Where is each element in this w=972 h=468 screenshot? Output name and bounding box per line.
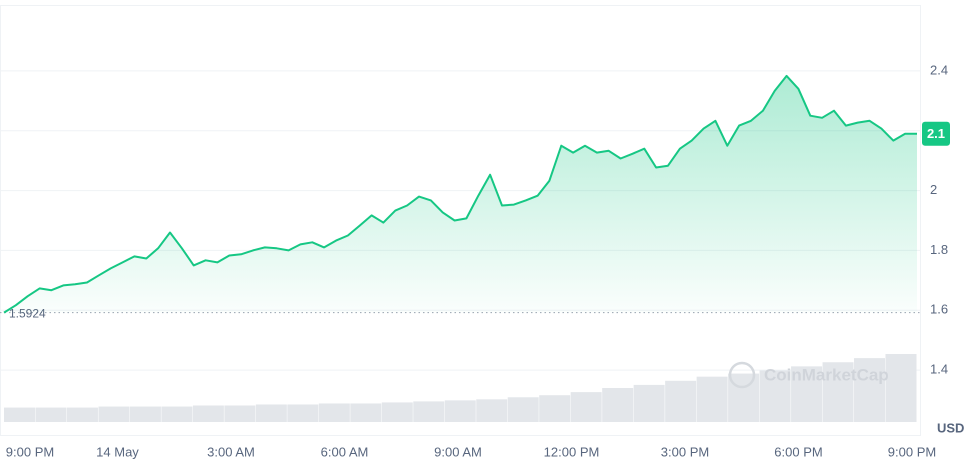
volume-bar: [602, 388, 634, 422]
y-tick-label: 1.4: [930, 362, 948, 377]
volume-bar: [444, 400, 476, 422]
price-line: [3, 74, 917, 314]
volume-bar: [759, 370, 791, 422]
volume-bar: [287, 404, 319, 422]
x-tick-label: 9:00 AM: [434, 444, 482, 459]
watermark-logo: [728, 361, 756, 389]
y-tick-label: 1.8: [930, 242, 948, 257]
volume-bar: [696, 376, 728, 422]
volume-bar: [66, 407, 98, 422]
x-tick-label: 6:00 PM: [774, 444, 822, 459]
volume-bar: [4, 407, 35, 422]
volume-bar: [381, 402, 413, 422]
volume-bar: [161, 406, 193, 422]
currency-label: USD: [937, 420, 964, 435]
volume-bar: [129, 406, 161, 422]
volume-bar: [255, 404, 287, 422]
volume-bar: [192, 405, 224, 422]
volume-bar: [539, 395, 571, 422]
volume-bar: [791, 366, 823, 422]
current-price-label: 2.1: [927, 126, 945, 141]
volume-bar: [822, 362, 854, 422]
x-tick-label: 6:00 AM: [321, 444, 369, 459]
plot-frame: [0, 5, 921, 436]
y-tick-label: 2.4: [930, 62, 948, 77]
y-tick-label: 2: [930, 182, 937, 197]
volume-bar: [413, 401, 445, 422]
watermark: CoinMarketCap: [764, 365, 889, 384]
current-price-badge: [922, 121, 950, 146]
volume-bar: [854, 358, 886, 422]
volume-bar: [350, 403, 382, 422]
volume-bar: [633, 384, 665, 422]
x-tick-label: 12:00 PM: [544, 444, 600, 459]
y-tick-label: 1.6: [930, 302, 948, 317]
volume-bar: [570, 392, 602, 422]
volume-bar: [318, 403, 350, 422]
volume-bar: [35, 407, 67, 422]
x-tick-label: 3:00 AM: [207, 444, 255, 459]
volume-bar: [885, 354, 917, 422]
x-tick-label: 9:00 PM: [6, 444, 54, 459]
x-tick-label: 9:00 PM: [888, 444, 936, 459]
volume-bar: [507, 397, 539, 422]
volume-bar: [476, 399, 508, 422]
x-tick-label: 14 May: [96, 444, 139, 459]
volume-bar: [98, 406, 130, 422]
volume-bar: [665, 380, 697, 422]
price-area: [4, 75, 917, 313]
x-tick-label: 3:00 PM: [661, 444, 709, 459]
volume-bar: [224, 405, 256, 422]
